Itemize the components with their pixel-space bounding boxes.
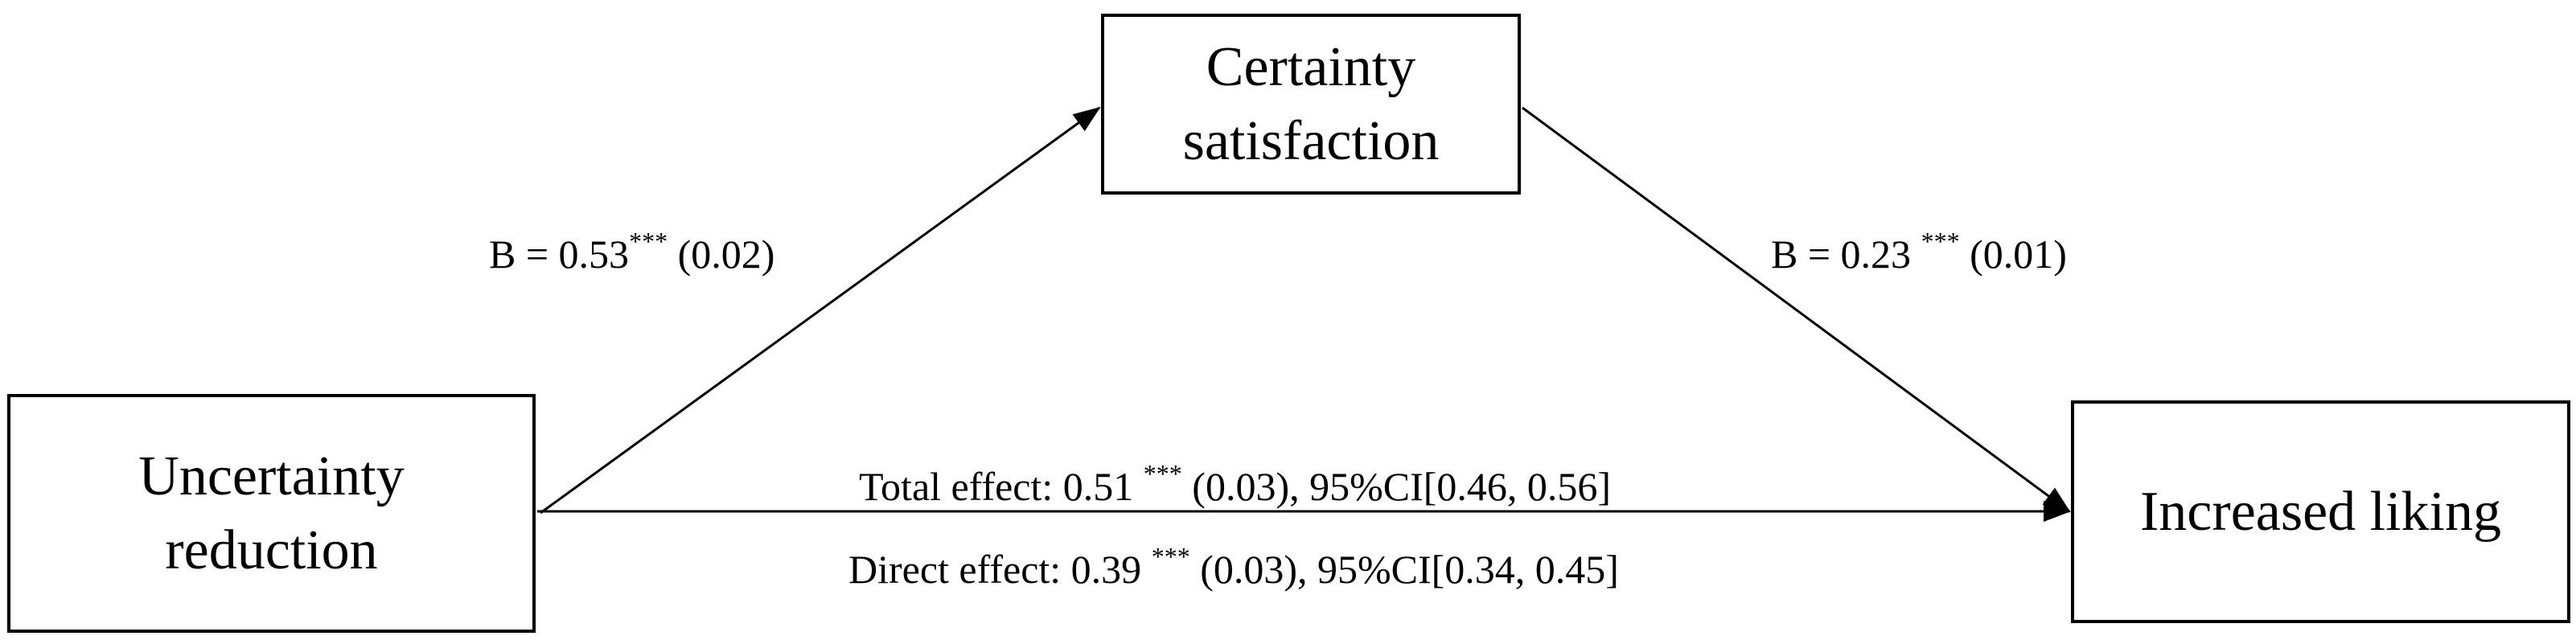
outcome-label: Increased liking [2140, 475, 2501, 549]
total-effect-ci: (0.03), 95%CI[0.46, 0.56] [1181, 464, 1612, 509]
path-b-arrow [1522, 106, 2071, 513]
predictor-box: Uncertainty reduction [7, 394, 536, 633]
total-effect-significance: *** [1143, 459, 1182, 488]
mediator-label: Certainty satisfaction [1183, 31, 1440, 178]
direct-effect-value: Direct effect: 0.39 [848, 547, 1152, 592]
outcome-label-line1: Increased liking [2140, 480, 2501, 543]
predictor-label-line1: Uncertainty [138, 445, 405, 507]
path-a-se: (0.02) [668, 232, 775, 277]
direct-effect-ci: (0.03), 95%CI[0.34, 0.45] [1189, 547, 1619, 592]
path-a-arrow [540, 106, 1101, 515]
total-effect-value: Total effect: 0.51 [859, 464, 1144, 509]
direct-effect-label: Direct effect: 0.39 *** (0.03), 95%CI[0.… [848, 542, 1619, 593]
path-a-significance: *** [629, 227, 668, 256]
predictor-label: Uncertainty reduction [138, 440, 404, 588]
outcome-box: Increased liking [2071, 400, 2570, 623]
path-a-value: B = 0.53 [489, 232, 630, 277]
path-a-coefficient: B = 0.53*** (0.02) [489, 227, 775, 278]
direct-effect-significance: *** [1151, 542, 1190, 571]
mediator-label-line2: satisfaction [1182, 109, 1440, 172]
mediator-label-line1: Certainty [1206, 35, 1416, 98]
mediator-box: Certainty satisfaction [1101, 14, 1521, 195]
total-effect-label: Total effect: 0.51 *** (0.03), 95%CI[0.4… [859, 459, 1612, 511]
path-b-coefficient: B = 0.23 *** (0.01) [1771, 227, 2067, 278]
predictor-label-line2: reduction [165, 519, 378, 581]
path-b-value: B = 0.23 [1771, 232, 1921, 277]
path-b-significance: *** [1921, 227, 1960, 256]
path-b-se: (0.01) [1959, 232, 2067, 277]
